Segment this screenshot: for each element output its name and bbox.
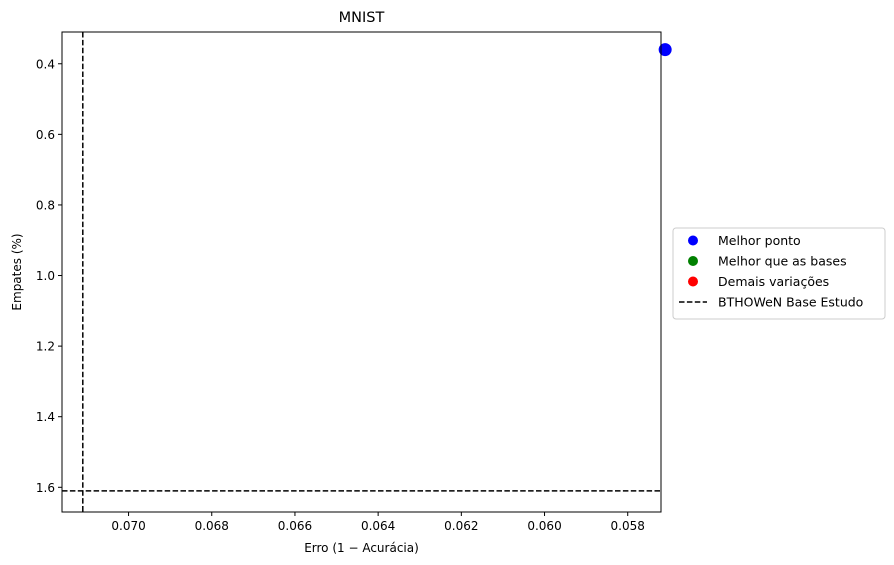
plot-background — [62, 32, 661, 512]
legend-label-2: Demais variações — [718, 274, 829, 289]
x-tick-label: 0.058 — [611, 519, 645, 533]
legend-label-0: Melhor ponto — [718, 233, 801, 248]
y-tick-label: 0.8 — [36, 198, 55, 212]
x-axis-title: Erro (1 − Acurácia) — [304, 541, 419, 555]
data-point-0-0 — [658, 43, 672, 57]
legend-label-1: Melhor que as bases — [718, 254, 847, 269]
y-tick-label: 1.0 — [36, 269, 55, 283]
plot-area — [61, 31, 672, 513]
chart-title: MNIST — [339, 10, 385, 26]
x-axis-ticks: 0.070 0.068 0.066 0.064 0.062 0.060 0.058 — [111, 512, 645, 533]
x-tick-label: 0.068 — [195, 519, 229, 533]
x-tick-label: 0.062 — [444, 519, 478, 533]
y-tick-label: 1.6 — [36, 481, 55, 495]
y-axis-ticks: 0.4 0.6 0.8 1.0 1.2 1.4 1.6 — [36, 57, 62, 495]
legend-frame — [672, 227, 886, 320]
legend-marker-2 — [688, 276, 698, 287]
y-axis-title: Empates (%) — [10, 233, 24, 310]
y-tick-label: 1.2 — [36, 340, 55, 354]
x-tick-label: 0.066 — [278, 519, 312, 533]
x-tick-label: 0.064 — [361, 519, 395, 533]
legend-marker-0 — [688, 235, 698, 246]
y-tick-label: 0.4 — [36, 57, 55, 71]
legend-marker-1 — [688, 256, 698, 266]
legend: Melhor ponto Melhor que as bases Demais va… — [672, 227, 886, 320]
plot-frame — [61, 31, 662, 513]
x-tick-label: 0.060 — [527, 519, 561, 533]
y-tick-label: 0.6 — [36, 128, 55, 142]
y-tick-label: 1.4 — [36, 410, 55, 424]
x-tick-label: 0.070 — [111, 519, 145, 533]
legend-label-3: BTHOWeN Base Estudo — [718, 295, 863, 310]
